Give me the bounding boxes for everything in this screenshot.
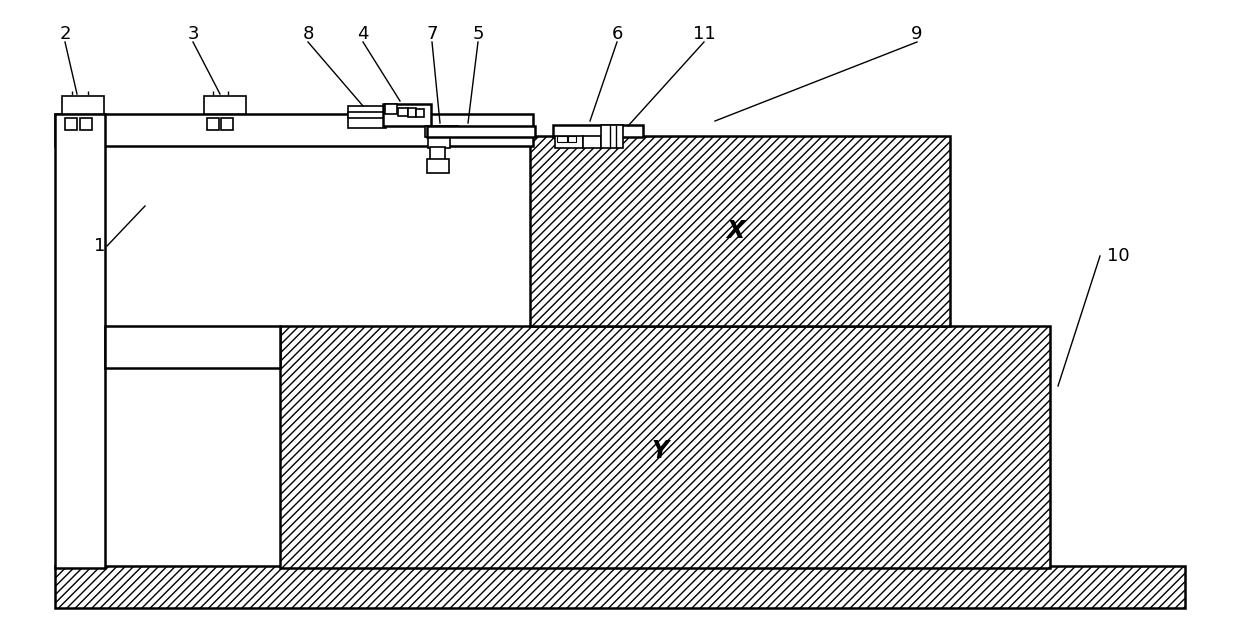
Bar xyxy=(427,159,449,173)
Text: 5: 5 xyxy=(472,25,484,43)
Text: 11: 11 xyxy=(693,25,715,43)
Bar xyxy=(205,96,246,114)
Bar xyxy=(408,108,415,117)
Text: 9: 9 xyxy=(911,25,923,43)
Bar xyxy=(207,118,219,130)
Bar xyxy=(384,104,397,114)
Bar xyxy=(383,104,432,126)
Bar xyxy=(529,136,950,326)
Bar xyxy=(280,326,1050,568)
Bar xyxy=(64,118,77,130)
Bar xyxy=(62,96,104,114)
Bar xyxy=(398,108,408,116)
Bar xyxy=(428,136,450,148)
Bar xyxy=(556,136,583,148)
Text: 3: 3 xyxy=(187,25,198,43)
Bar xyxy=(430,147,445,160)
Text: 2: 2 xyxy=(60,25,71,43)
Bar xyxy=(583,136,601,148)
Text: X: X xyxy=(725,219,744,243)
Text: 8: 8 xyxy=(303,25,314,43)
Text: 7: 7 xyxy=(427,25,438,43)
Bar xyxy=(557,136,567,142)
Text: 6: 6 xyxy=(611,25,622,43)
Text: 4: 4 xyxy=(357,25,368,43)
Bar xyxy=(601,125,622,148)
Bar xyxy=(81,118,92,130)
Bar xyxy=(568,136,577,142)
Bar xyxy=(105,326,280,368)
Bar xyxy=(427,126,534,137)
Bar xyxy=(348,112,386,118)
Bar xyxy=(425,126,458,137)
Bar xyxy=(221,118,233,130)
Bar xyxy=(55,114,533,146)
Bar xyxy=(348,106,386,128)
Text: 1: 1 xyxy=(94,237,105,255)
Bar xyxy=(55,566,1185,608)
Bar xyxy=(55,114,105,568)
Text: Y: Y xyxy=(651,439,668,463)
Bar xyxy=(553,125,644,137)
Text: 10: 10 xyxy=(1106,247,1130,265)
Bar xyxy=(415,109,424,117)
